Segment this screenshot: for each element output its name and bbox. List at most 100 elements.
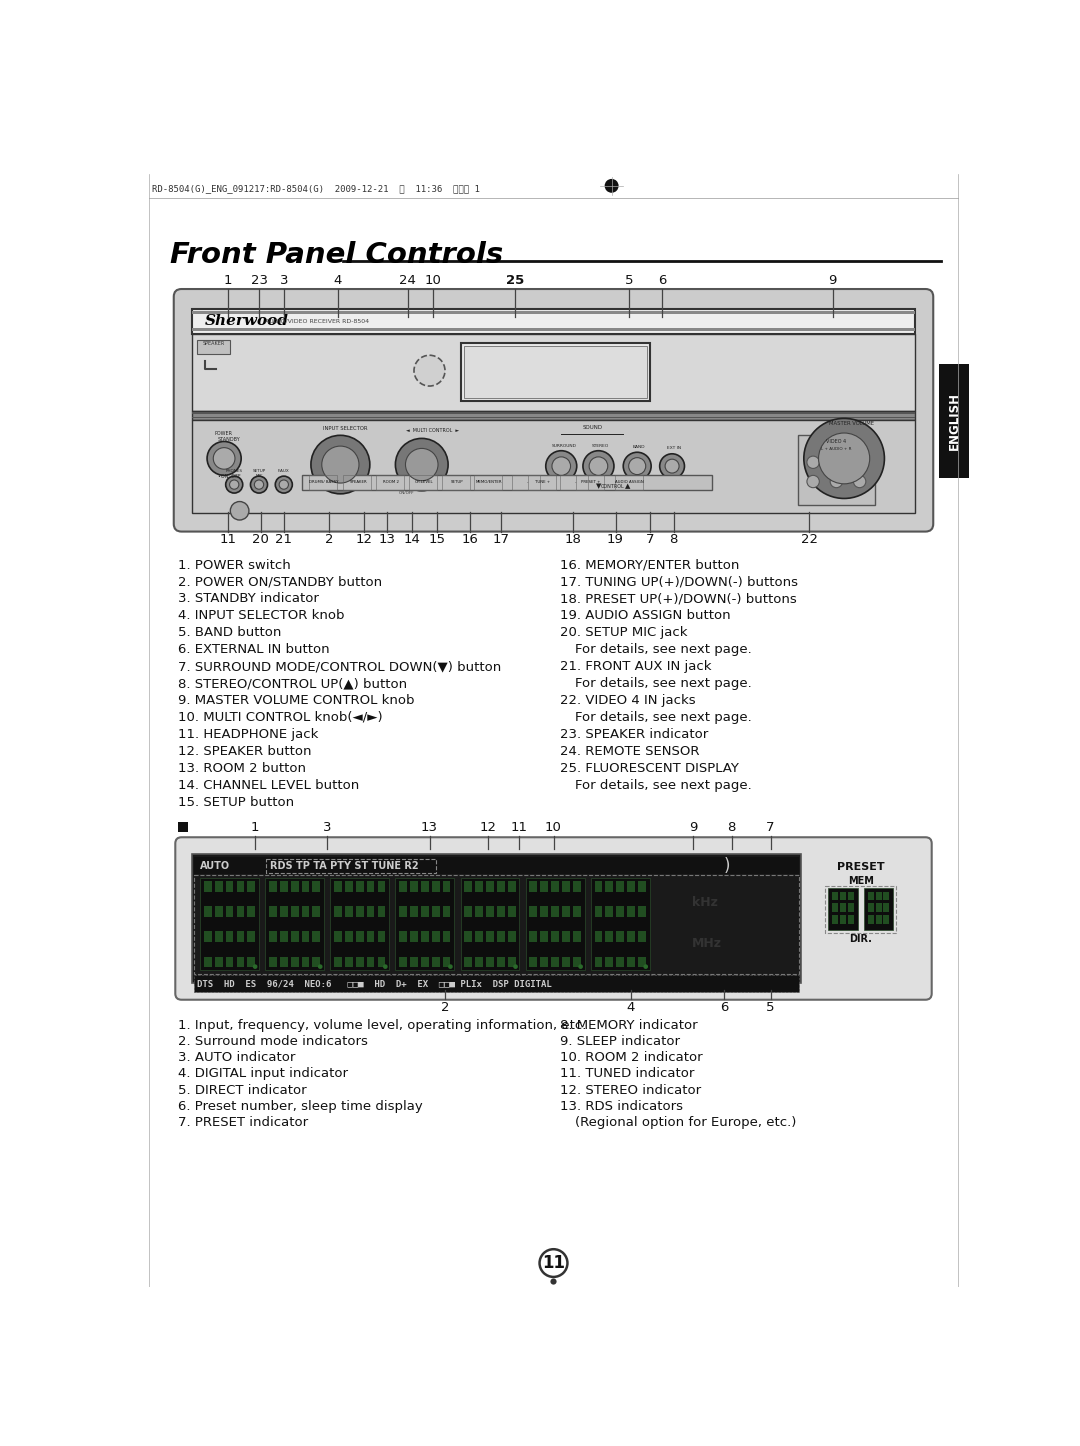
Text: 22. VIDEO 4 IN jacks: 22. VIDEO 4 IN jacks	[559, 694, 696, 707]
Bar	[432, 881, 440, 892]
Bar	[367, 957, 375, 967]
Text: 6: 6	[719, 1001, 728, 1014]
Text: L + AUDIO + R: L + AUDIO + R	[821, 447, 852, 451]
Bar	[192, 311, 915, 314]
Bar	[832, 915, 838, 924]
Text: 5: 5	[766, 1001, 774, 1014]
Bar	[247, 957, 255, 967]
Bar	[345, 907, 353, 917]
Circle shape	[383, 964, 388, 969]
Bar	[367, 881, 375, 892]
Bar	[280, 957, 287, 967]
Bar	[940, 364, 969, 479]
Bar	[638, 931, 646, 943]
Bar	[400, 931, 407, 943]
Bar	[508, 957, 515, 967]
Bar	[301, 474, 713, 490]
Bar	[291, 957, 298, 967]
Text: 21. FRONT AUX IN jack: 21. FRONT AUX IN jack	[559, 661, 712, 674]
Bar	[463, 346, 647, 398]
Text: 20: 20	[252, 534, 269, 547]
Bar	[226, 931, 233, 943]
Bar	[442, 474, 470, 490]
Text: EXT IN: EXT IN	[667, 447, 681, 450]
Bar	[192, 334, 915, 411]
Bar	[280, 907, 287, 917]
Text: SURROUND: SURROUND	[552, 444, 577, 448]
Circle shape	[395, 438, 448, 490]
Bar	[832, 904, 838, 912]
Bar	[266, 878, 324, 970]
Text: 11. TUNED indicator: 11. TUNED indicator	[559, 1067, 694, 1080]
Bar	[356, 907, 364, 917]
Text: 16. MEMORY/ENTER button: 16. MEMORY/ENTER button	[559, 558, 739, 571]
Text: ◄  MULTI CONTROL  ►: ◄ MULTI CONTROL ►	[406, 428, 459, 434]
Bar	[840, 892, 846, 901]
Bar	[194, 875, 799, 973]
Text: 18. PRESET UP(+)/DOWN(-) buttons: 18. PRESET UP(+)/DOWN(-) buttons	[559, 593, 796, 606]
Bar	[528, 474, 556, 490]
Bar	[443, 881, 450, 892]
Text: 11: 11	[542, 1254, 565, 1272]
Text: ): )	[724, 856, 730, 875]
Circle shape	[590, 457, 608, 476]
Bar	[356, 881, 364, 892]
Text: PHONES: PHONES	[226, 469, 243, 473]
Circle shape	[213, 448, 235, 469]
Bar	[410, 931, 418, 943]
Bar	[617, 881, 624, 892]
Bar	[475, 931, 483, 943]
Bar	[540, 907, 548, 917]
Circle shape	[311, 435, 369, 495]
Text: ENGLISH: ENGLISH	[947, 392, 961, 451]
Circle shape	[318, 964, 323, 969]
Bar	[204, 931, 212, 943]
Bar	[606, 957, 613, 967]
Bar	[356, 931, 364, 943]
Text: For details, see next page.: For details, see next page.	[576, 643, 752, 656]
Text: Sherwood: Sherwood	[205, 314, 288, 328]
Text: 4: 4	[334, 275, 342, 288]
Text: 19. AUDIO ASSIGN button: 19. AUDIO ASSIGN button	[559, 609, 730, 622]
Text: 21: 21	[275, 534, 293, 547]
Bar	[421, 881, 429, 892]
Bar	[540, 881, 548, 892]
Circle shape	[230, 480, 239, 489]
Text: 3: 3	[323, 821, 332, 834]
Circle shape	[448, 964, 453, 969]
Bar	[464, 931, 472, 943]
Bar	[345, 957, 353, 967]
Text: BAND: BAND	[633, 445, 645, 450]
Circle shape	[255, 480, 264, 489]
Bar	[864, 888, 893, 930]
Bar	[192, 416, 915, 418]
Bar	[460, 343, 650, 401]
Text: For details, see next page.: For details, see next page.	[576, 779, 752, 792]
Bar	[194, 975, 799, 992]
Text: 8. STEREO/CONTROL UP(▲) button: 8. STEREO/CONTROL UP(▲) button	[177, 677, 407, 690]
Text: 25: 25	[505, 275, 524, 288]
Text: SPEAKER: SPEAKER	[202, 341, 225, 347]
Bar	[400, 881, 407, 892]
Bar	[226, 957, 233, 967]
Bar	[526, 878, 584, 970]
Text: 3: 3	[280, 275, 288, 288]
Bar	[512, 474, 540, 490]
Text: -: -	[575, 480, 576, 484]
Text: PRESET: PRESET	[837, 862, 885, 872]
Circle shape	[853, 455, 866, 469]
Text: -: -	[526, 480, 528, 484]
Bar	[464, 957, 472, 967]
Text: CH.LEVEL: CH.LEVEL	[415, 480, 433, 484]
Bar	[497, 957, 504, 967]
Bar	[192, 412, 915, 414]
Text: For details, see next page.: For details, see next page.	[576, 677, 752, 690]
Bar	[606, 881, 613, 892]
Bar	[475, 881, 483, 892]
Bar	[848, 904, 854, 912]
Circle shape	[513, 964, 517, 969]
Bar	[443, 907, 450, 917]
Circle shape	[251, 476, 268, 493]
Circle shape	[819, 432, 869, 484]
Bar	[486, 881, 494, 892]
